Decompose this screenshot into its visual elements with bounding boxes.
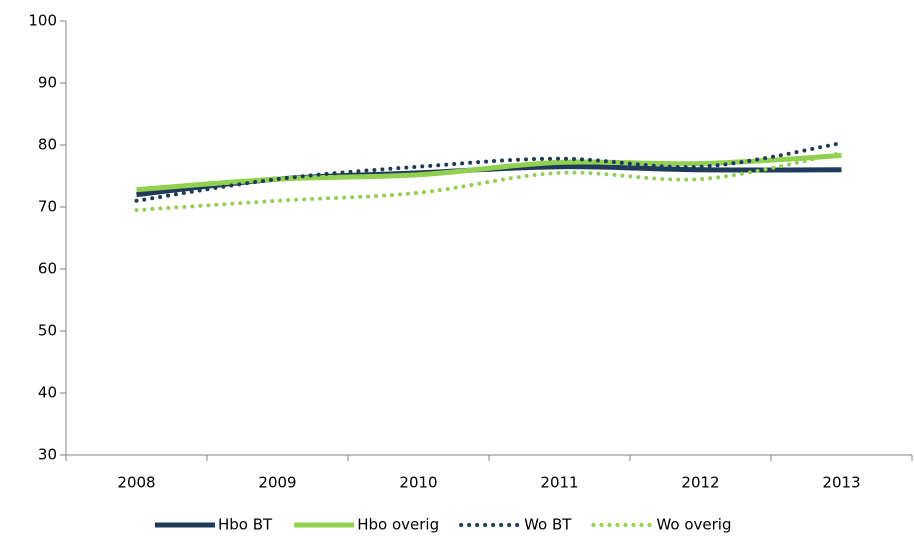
series-line: [134, 151, 844, 213]
legend-label: Hbo overig: [357, 516, 439, 534]
y-tick-label: 90: [38, 74, 57, 92]
y-tick-label: 50: [38, 322, 57, 340]
y-tick-label: 30: [38, 446, 57, 464]
y-tick-label: 40: [38, 384, 57, 402]
legend-label: Wo overig: [656, 516, 731, 534]
y-tick-label: 80: [38, 136, 57, 154]
legend-label: Wo BT: [524, 516, 572, 534]
y-tick-label: 100: [28, 12, 57, 30]
series-line: [134, 141, 844, 203]
x-tick-label: 2012: [681, 474, 719, 492]
y-tick-label: 60: [38, 260, 57, 278]
x-tick-label: 2013: [822, 474, 860, 492]
x-tick-label: 2010: [399, 474, 437, 492]
x-tick-label: 2011: [540, 474, 578, 492]
x-tick-label: 2009: [258, 474, 296, 492]
x-tick-label: 2008: [117, 474, 155, 492]
y-tick-label: 70: [38, 198, 57, 216]
legend-label: Hbo BT: [218, 516, 273, 534]
series-line: [136, 153, 842, 193]
